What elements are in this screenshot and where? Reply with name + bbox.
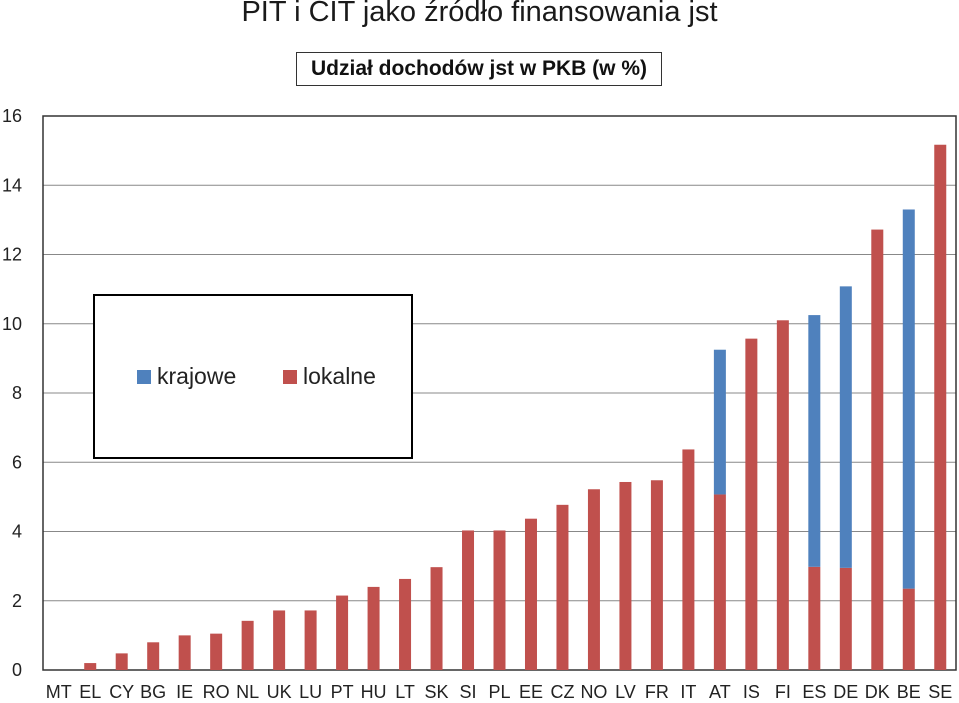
x-tick-label: DE: [833, 682, 858, 702]
bar-ES-krajowe: [808, 315, 821, 567]
x-tick-label: EL: [79, 682, 101, 702]
x-tick-label: BG: [140, 682, 166, 702]
x-tick-label: FI: [775, 682, 791, 702]
bar-DE-lokalne: [839, 567, 852, 670]
chart-subtitle: Udział dochodów jst w PKB (w %): [296, 52, 662, 86]
x-tick-label: SK: [425, 682, 449, 702]
y-tick-label: 10: [2, 314, 22, 334]
x-tick-label: UK: [267, 682, 292, 702]
bar-EL-lokalne: [84, 663, 97, 670]
bar-EE-lokalne: [524, 518, 537, 670]
bar-NL-lokalne: [241, 620, 254, 670]
bar-NO-lokalne: [587, 489, 600, 670]
bar-CZ-lokalne: [556, 504, 569, 670]
bar-CY-lokalne: [115, 653, 128, 670]
bar-IT-lokalne: [682, 449, 695, 670]
x-tick-label: LV: [615, 682, 636, 702]
y-tick-label: 4: [12, 522, 22, 542]
bar-UK-lokalne: [273, 610, 286, 670]
y-tick-label: 0: [12, 660, 22, 680]
y-axis-ticks: 0 2 4 6 8 10 12 14 16: [2, 106, 22, 680]
chart-title: PIT i CIT jako źródło finansowania jst: [241, 0, 718, 28]
x-tick-label: ES: [802, 682, 826, 702]
bar-LT-lokalne: [399, 578, 412, 670]
y-tick-label: 2: [12, 591, 22, 611]
bar-FR-lokalne: [650, 480, 663, 670]
bar-AT-lokalne: [713, 494, 726, 670]
x-tick-label: DK: [865, 682, 890, 702]
x-tick-label: IS: [743, 682, 760, 702]
x-tick-label: HU: [361, 682, 387, 702]
bar-BE-krajowe: [902, 209, 915, 589]
x-axis-ticks: MT EL CY BG IE RO NL UK LU PT HU LT SK SI PL EE CZ NO LV FR…: [46, 682, 953, 702]
bar-IE-lokalne: [178, 635, 191, 670]
y-tick-label: 12: [2, 245, 22, 265]
x-tick-label: FR: [645, 682, 669, 702]
x-tick-label: NO: [580, 682, 607, 702]
x-tick-label: NL: [236, 682, 259, 702]
bar-BG-lokalne: [147, 642, 160, 670]
legend-label-krajowe: krajowe: [157, 363, 236, 389]
bars: [84, 144, 947, 670]
bar-SK-lokalne: [430, 567, 443, 670]
x-tick-label: SE: [928, 682, 952, 702]
bar-RO-lokalne: [210, 633, 223, 670]
y-tick-label: 6: [12, 452, 22, 472]
bar-SI-lokalne: [462, 530, 475, 670]
bar-LU-lokalne: [304, 610, 317, 670]
bar-AT-krajowe: [713, 349, 726, 495]
bar-DK-lokalne: [871, 229, 884, 670]
x-tick-label: IT: [680, 682, 696, 702]
x-tick-label: PL: [488, 682, 510, 702]
y-tick-label: 16: [2, 106, 22, 126]
bar-PL-lokalne: [493, 530, 506, 670]
x-tick-label: RO: [203, 682, 230, 702]
x-tick-label: CZ: [550, 682, 574, 702]
x-tick-label: LU: [299, 682, 322, 702]
legend-label-lokalne: lokalne: [303, 363, 376, 389]
x-tick-label: BE: [897, 682, 921, 702]
bar-DE-krajowe: [839, 286, 852, 568]
x-tick-label: MT: [46, 682, 72, 702]
bar-HU-lokalne: [367, 586, 380, 670]
x-tick-label: SI: [460, 682, 477, 702]
x-tick-label: EE: [519, 682, 543, 702]
y-tick-label: 14: [2, 175, 22, 195]
x-tick-label: LT: [395, 682, 415, 702]
bar-IS-lokalne: [745, 338, 758, 670]
bar-LV-lokalne: [619, 481, 632, 670]
bar-BE-lokalne: [902, 588, 915, 670]
x-tick-label: IE: [176, 682, 193, 702]
bar-FI-lokalne: [776, 320, 789, 670]
legend: krajowe lokalne: [93, 294, 413, 459]
x-tick-label: PT: [331, 682, 354, 702]
bar-ES-lokalne: [808, 566, 821, 670]
bar-SE-lokalne: [934, 144, 947, 670]
x-tick-label: AT: [709, 682, 731, 702]
x-tick-label: CY: [109, 682, 134, 702]
legend-swatch-krajowe: [137, 370, 151, 384]
y-tick-label: 8: [12, 383, 22, 403]
bar-PT-lokalne: [336, 595, 349, 670]
legend-swatch-lokalne: [283, 370, 297, 384]
